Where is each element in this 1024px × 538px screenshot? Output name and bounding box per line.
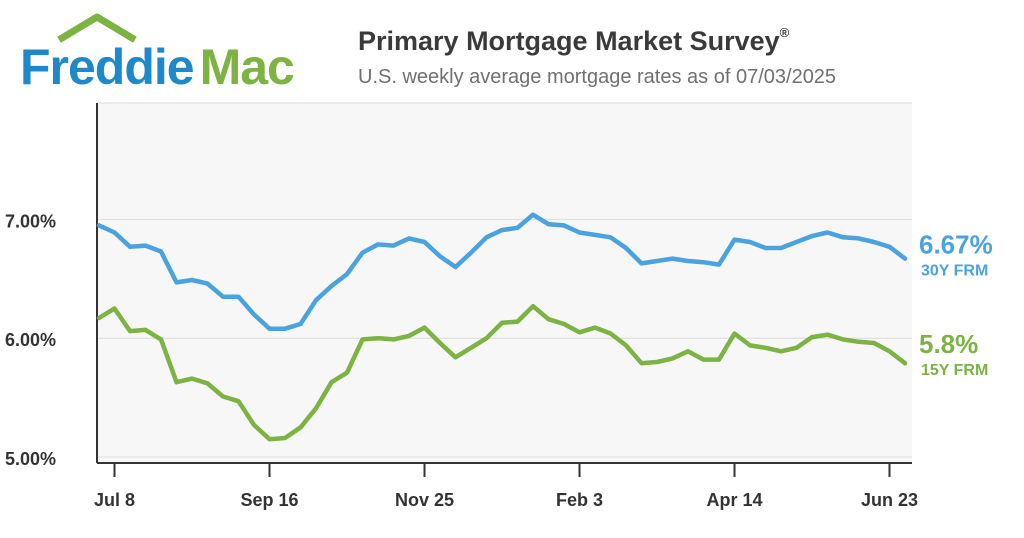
x-tick-label: Jun 23 — [861, 490, 918, 510]
end-value-label-15y-frm: 5.8% — [919, 329, 978, 359]
x-tick-label: Sep 16 — [240, 490, 298, 510]
y-tick-label: 7.00% — [5, 211, 56, 231]
plot-area — [97, 103, 912, 463]
x-tick-label: Apr 14 — [706, 490, 762, 510]
y-tick-label: 6.00% — [5, 330, 56, 350]
series-name-label-30y-frm: 30Y FRM — [921, 263, 988, 280]
registered-mark: ® — [779, 25, 790, 40]
x-tick-label: Feb 3 — [556, 490, 603, 510]
series-line-30y-frm — [96, 212, 908, 331]
x-tick-label: Nov 25 — [395, 490, 454, 510]
x-tick-label: Jul 8 — [94, 490, 135, 510]
chart-subtitle: U.S. weekly average mortgage rates as of… — [358, 66, 837, 88]
series-name-label-15y-frm: 15Y FRM — [921, 362, 988, 379]
chart-title: Primary Mortgage Market Survey® — [358, 25, 790, 56]
end-value-label-30y-frm: 6.67% — [919, 230, 993, 260]
y-tick-label: 5.00% — [5, 449, 56, 469]
freddie-mac-logo: Freddie Mac — [0, 0, 330, 100]
series-line-15y-frm — [96, 303, 908, 442]
